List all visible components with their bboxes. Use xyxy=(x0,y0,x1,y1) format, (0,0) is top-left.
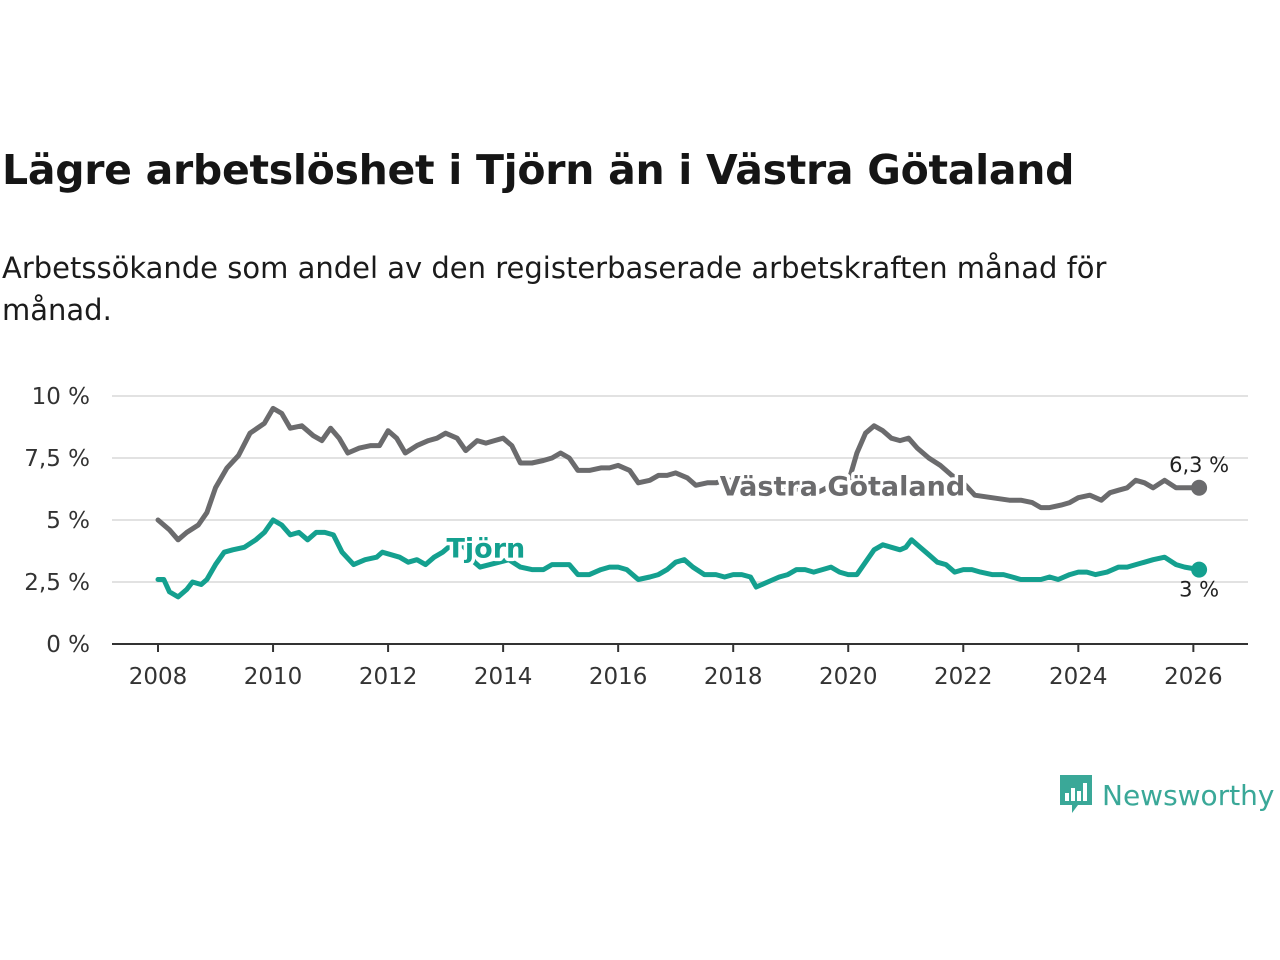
series-end-dot xyxy=(1191,561,1208,578)
x-tick-label: 2010 xyxy=(244,664,303,690)
y-tick-label: 7,5 % xyxy=(24,446,90,472)
x-tick-label: 2016 xyxy=(589,664,648,690)
series-name-label-vastra-gotaland: Västra Götaland xyxy=(720,471,965,502)
grid-lines xyxy=(112,395,1248,583)
y-tick-label: 0 % xyxy=(46,632,90,658)
series-line-vastra-gotaland xyxy=(155,405,1202,543)
axes: 0 % 2,5 % 5 % 7,5 % 10 % 2008 2010 2012 2014 2016… xyxy=(24,384,1248,690)
x-tick-label: 2018 xyxy=(704,664,763,690)
x-tick-label: 2014 xyxy=(474,664,533,690)
x-tick-label: 2020 xyxy=(819,664,878,690)
y-tick-label: 10 % xyxy=(32,384,90,410)
newsworthy-logo-text: Newsworthy xyxy=(1102,778,1275,812)
x-tick-label: 2012 xyxy=(359,664,418,690)
newsworthy-logo[interactable]: Newsworthy xyxy=(1058,773,1275,817)
series-labels: 6,3 % 3 % Västra Götaland Tjörn xyxy=(443,453,1229,602)
series-end-value-label: 6,3 % xyxy=(1169,453,1229,477)
x-tick-label: 2008 xyxy=(129,664,188,690)
x-tick-label: 2026 xyxy=(1164,664,1223,690)
series-line-tjorn xyxy=(155,517,1202,600)
y-tick-label: 2,5 % xyxy=(24,570,90,596)
line-chart: 0 % 2,5 % 5 % 7,5 % 10 % 2008 2010 2012 2014 2016… xyxy=(24,384,1248,690)
series-lines xyxy=(155,405,1208,600)
series-end-value-label: 3 % xyxy=(1179,578,1219,602)
x-tick-label: 2022 xyxy=(934,664,993,690)
x-tick-label: 2024 xyxy=(1049,664,1108,690)
series-name-label-tjorn: Tjörn xyxy=(446,533,525,564)
series-end-dot xyxy=(1191,479,1208,496)
newsworthy-logo-icon xyxy=(1060,775,1092,813)
y-tick-label: 5 % xyxy=(46,508,90,534)
chart-title: Lägre arbetslöshet i Tjörn än i Västra G… xyxy=(2,146,1075,194)
chart-subtitle: Arbetssökande som andel av den registerb… xyxy=(2,251,1107,327)
